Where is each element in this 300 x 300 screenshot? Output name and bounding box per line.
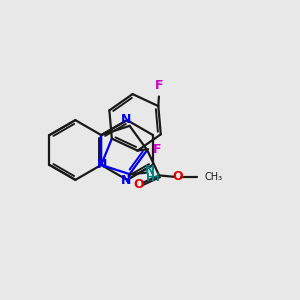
Text: N: N — [97, 158, 107, 171]
Text: F: F — [155, 79, 163, 92]
Text: CH₃: CH₃ — [205, 172, 223, 182]
Text: N: N — [120, 113, 131, 126]
Text: N: N — [120, 174, 131, 187]
Text: H: H — [146, 173, 154, 183]
Text: O: O — [172, 170, 183, 183]
Text: O: O — [133, 178, 143, 191]
Text: N: N — [145, 164, 155, 177]
Text: F: F — [152, 142, 161, 156]
Text: H: H — [151, 173, 160, 183]
